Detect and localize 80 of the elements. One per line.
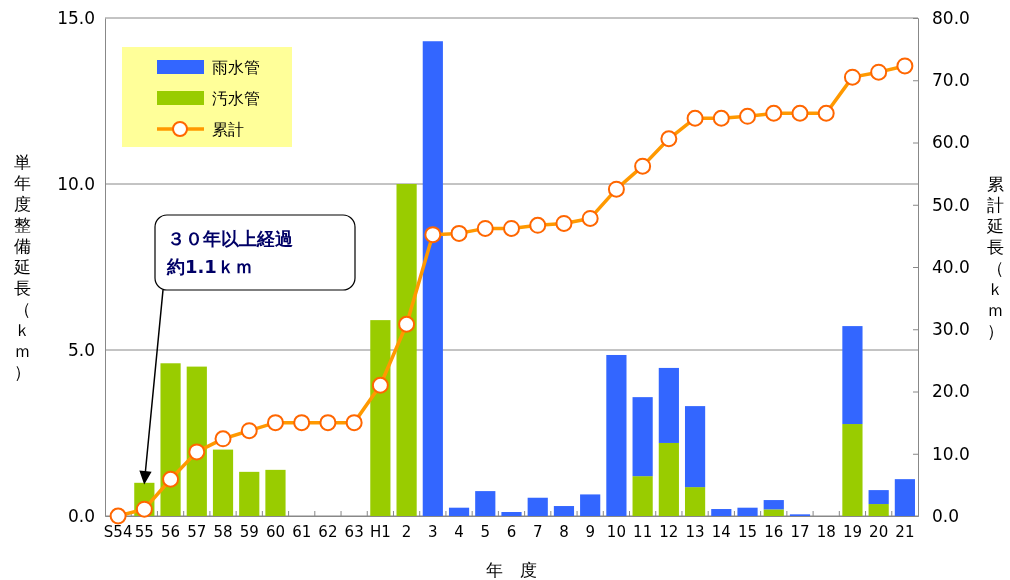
bar	[763, 509, 784, 516]
bar	[632, 476, 653, 516]
x-tick-label: 6	[506, 522, 517, 541]
x-tick-label: 16	[764, 522, 784, 541]
bar	[658, 442, 679, 516]
y-tick-label: 15.0	[57, 7, 95, 28]
x-tick-label: 2	[401, 522, 412, 541]
bar	[684, 406, 706, 488]
y2-tick-label: 50.0	[932, 194, 970, 215]
y2-tick-label: 10.0	[932, 443, 970, 464]
y2-tick-label: 70.0	[932, 70, 970, 91]
bar	[606, 354, 627, 516]
x-tick-label: 15	[737, 522, 758, 541]
bar	[658, 367, 679, 443]
y2-tick-label: 20.0	[932, 381, 970, 402]
y2-tick-label: 80.0	[932, 7, 970, 28]
x-tick-label: 11	[633, 522, 653, 541]
bar	[684, 487, 706, 516]
bar	[711, 509, 732, 516]
bar	[212, 449, 234, 516]
y2-axis-title: 累計延長（ｋｍ）	[985, 173, 1004, 341]
legend-label: 汚水管	[212, 89, 260, 108]
x-tick-label: 57	[187, 522, 207, 541]
x-tick-label: 20	[869, 522, 889, 541]
bar	[868, 504, 889, 516]
x-tick-label: 10	[606, 522, 626, 541]
bar	[842, 326, 863, 425]
x-tick-label: 7	[532, 522, 543, 541]
bar	[580, 494, 601, 516]
y2-tick-label: 0.0	[932, 505, 960, 526]
bar	[370, 320, 391, 516]
bar	[868, 490, 889, 505]
x-tick-label: 3	[428, 522, 438, 541]
x-tick-label: 62	[318, 522, 338, 541]
bar	[448, 507, 470, 516]
x-tick-label: 14	[711, 522, 731, 541]
y-tick-label: 10.0	[57, 173, 95, 194]
bar	[632, 397, 653, 477]
x-tick-label: 18	[816, 522, 836, 541]
legend-label: 雨水管	[212, 58, 260, 77]
bar	[842, 424, 863, 516]
bar	[553, 506, 575, 516]
x-tick-label: 58	[213, 522, 233, 541]
y2-tick-label: 40.0	[932, 256, 970, 277]
bar	[396, 184, 417, 516]
x-tick-label: 8	[559, 522, 569, 541]
x-axis-title: 年 度	[486, 560, 537, 580]
y-tick-label: 0.0	[67, 505, 95, 526]
bar	[239, 471, 260, 516]
y2-tick-label: 30.0	[932, 319, 970, 340]
x-tick-label: 4	[454, 522, 464, 541]
legend-label: 累計	[212, 120, 244, 139]
bar	[475, 491, 496, 516]
bar	[763, 500, 784, 510]
text: 単年度整備延長（ｋｍ）	[13, 152, 31, 382]
x-tick-label: 19	[842, 522, 862, 541]
x-tick-label: 9	[585, 522, 595, 541]
y2-tick-label: 60.0	[932, 132, 970, 153]
x-tick-label: 12	[659, 522, 679, 541]
bar	[737, 507, 758, 516]
x-tick-label: 56	[161, 522, 181, 541]
x-tick-label: 21	[895, 522, 915, 541]
x-tick-label: 60	[265, 522, 286, 541]
bar	[265, 469, 286, 516]
annotation: ３０年以上経過約1.1ｋｍ	[166, 228, 293, 277]
x-tick-label: 55	[134, 522, 154, 541]
bar	[501, 512, 522, 516]
x-tick-label: 59	[239, 522, 259, 541]
x-tick-label: 5	[480, 522, 491, 541]
x-tick-label: 17	[790, 522, 810, 541]
y-tick-label: 5.0	[67, 339, 95, 360]
x-tick-label: H1	[369, 522, 391, 541]
bar	[186, 366, 207, 516]
x-tick-label: 61	[292, 522, 312, 541]
x-tick-label: 63	[344, 522, 364, 541]
bar	[527, 497, 548, 516]
bar	[894, 479, 915, 516]
x-tick-label: 13	[685, 522, 705, 541]
bar	[422, 41, 443, 516]
x-tick-label: S54	[103, 522, 133, 541]
